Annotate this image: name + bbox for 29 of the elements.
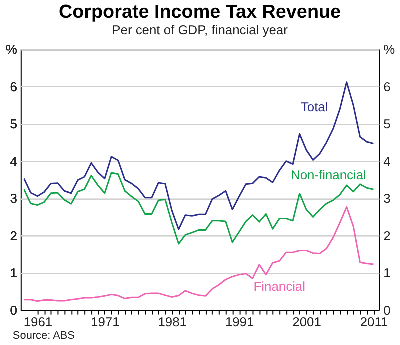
source-note: Source: ABS: [12, 330, 75, 342]
series-label: Financial: [254, 279, 306, 294]
x-tick-label: 1961: [24, 314, 53, 330]
line-series: [24, 82, 374, 230]
chart-subtitle: Per cent of GDP, financial year: [112, 22, 289, 38]
y-tick-label: %: [6, 42, 18, 58]
y-tick-label: 1: [10, 266, 18, 281]
y-tick-label: 0: [10, 302, 18, 318]
y-tick-label: 5: [10, 116, 18, 132]
series-label: Total: [300, 99, 328, 114]
y2-tick-label: 2: [384, 228, 391, 244]
y-tick-label: 2: [10, 228, 18, 244]
y-tick-label: 6: [10, 79, 18, 94]
y2-tick-label: 1: [384, 266, 391, 281]
y2-tick-label: 6: [384, 79, 391, 94]
y2-tick-label: 3: [384, 191, 391, 206]
x-tick-label: 2001: [292, 314, 322, 330]
y2-tick-label: 4: [384, 154, 391, 169]
line-series: [24, 172, 374, 245]
x-tick-label: 1971: [91, 314, 120, 330]
chart-title: Corporate Income Tax Revenue: [58, 2, 342, 23]
x-tick-label: 1981: [158, 314, 187, 330]
y2-tick-label: 5: [384, 116, 391, 132]
x-tick-label: 1991: [225, 314, 254, 330]
line-series: [24, 206, 374, 302]
y-tick-label: 4: [10, 154, 18, 169]
y2-tick-label: %: [384, 42, 396, 58]
series-label: Non-financial: [290, 167, 366, 182]
y-tick-label: 3: [10, 191, 18, 206]
